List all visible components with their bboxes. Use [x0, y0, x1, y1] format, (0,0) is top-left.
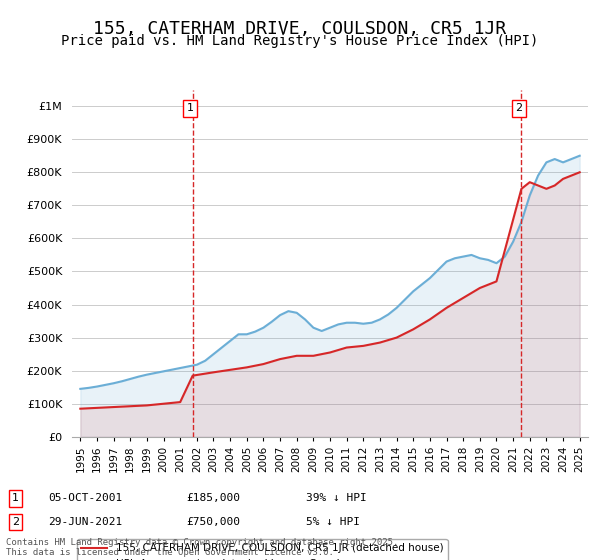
Text: 2: 2: [515, 104, 523, 114]
Text: 29-JUN-2021: 29-JUN-2021: [48, 517, 122, 527]
Text: 155, CATERHAM DRIVE, COULSDON, CR5 1JR: 155, CATERHAM DRIVE, COULSDON, CR5 1JR: [94, 20, 506, 38]
Text: 2: 2: [12, 517, 19, 527]
Text: £750,000: £750,000: [186, 517, 240, 527]
Text: Contains HM Land Registry data © Crown copyright and database right 2025.
This d: Contains HM Land Registry data © Crown c…: [6, 538, 398, 557]
Text: 39% ↓ HPI: 39% ↓ HPI: [306, 493, 367, 503]
Text: Price paid vs. HM Land Registry's House Price Index (HPI): Price paid vs. HM Land Registry's House …: [61, 34, 539, 48]
Text: 1: 1: [187, 104, 194, 114]
Text: 5% ↓ HPI: 5% ↓ HPI: [306, 517, 360, 527]
Text: 05-OCT-2001: 05-OCT-2001: [48, 493, 122, 503]
Legend: 155, CATERHAM DRIVE, COULSDON, CR5 1JR (detached house), HPI: Average price, det: 155, CATERHAM DRIVE, COULSDON, CR5 1JR (…: [77, 539, 448, 560]
Text: £185,000: £185,000: [186, 493, 240, 503]
Text: 1: 1: [12, 493, 19, 503]
